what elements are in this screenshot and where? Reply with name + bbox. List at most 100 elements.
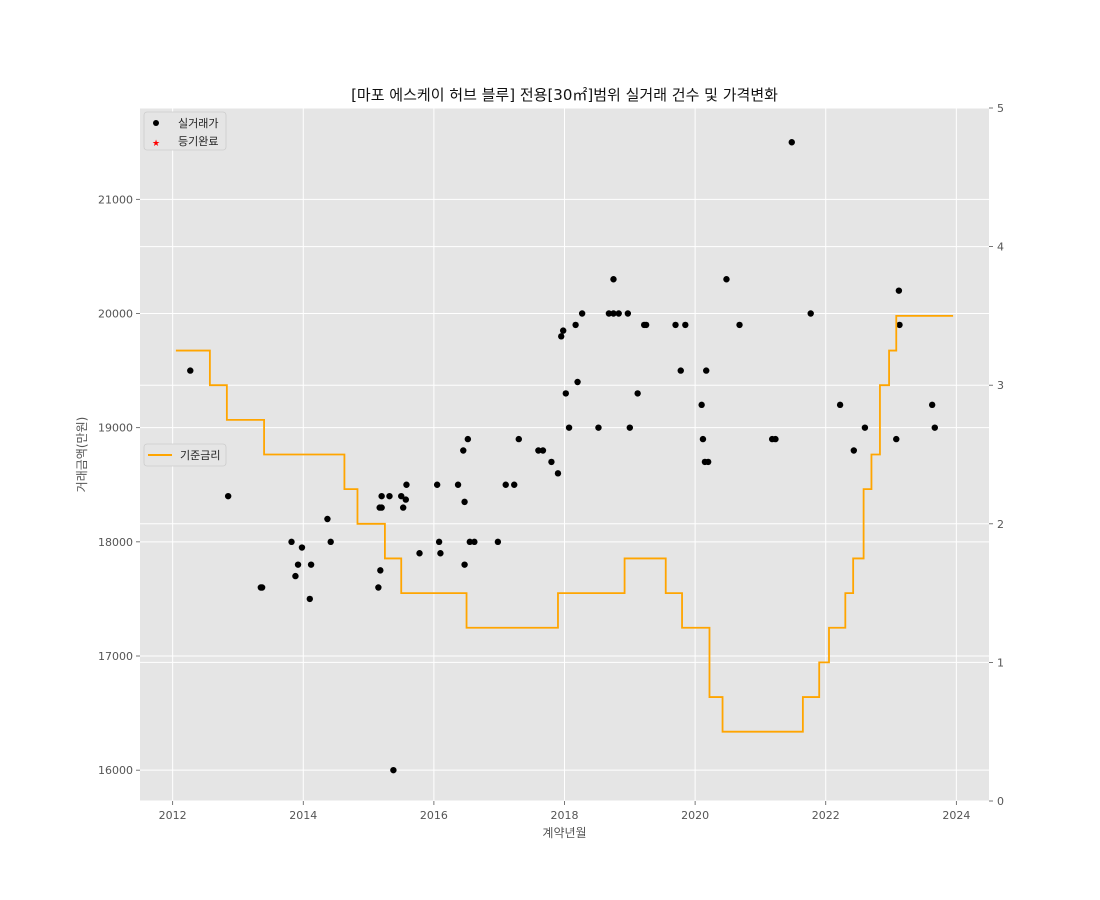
deal-price-point <box>416 550 423 557</box>
y2-tick-label: 0 <box>997 795 1004 808</box>
base-rate-step-line <box>175 315 954 733</box>
deal-price-point <box>461 498 468 506</box>
deal-price-point <box>535 447 542 454</box>
deal-price-point <box>377 567 384 574</box>
y-tick-label: 18000 <box>98 536 133 549</box>
deal-price-point <box>307 561 315 568</box>
deal-price-point <box>578 310 586 317</box>
x-tick-label: 2020 <box>681 809 709 822</box>
deal-price-point <box>807 310 814 317</box>
deal-price-point <box>610 276 617 283</box>
deal-price-point <box>624 310 632 317</box>
y-tick-label: 20000 <box>98 308 133 321</box>
legend-rate-frame <box>143 443 227 467</box>
deal-price-point <box>386 492 393 500</box>
deal-price-point <box>435 538 443 546</box>
deal-price-point <box>605 310 613 317</box>
deal-price-point <box>390 766 397 774</box>
y2-tick-label: 2 <box>997 518 1004 531</box>
deal-price-point <box>788 139 795 146</box>
deal-price-point <box>893 435 900 443</box>
deal-price-point <box>931 424 938 431</box>
x-tick-label: 2016 <box>420 809 448 822</box>
deal-price-point <box>615 310 622 317</box>
y2-tick-label: 3 <box>997 379 1004 392</box>
legend-star-marker: ★ <box>152 139 160 149</box>
deal-price-point <box>554 470 562 477</box>
deal-price-point <box>399 504 407 511</box>
deal-price-point <box>572 321 579 329</box>
deal-price-point <box>294 561 302 568</box>
x-tick-label: 2012 <box>159 809 187 822</box>
deal-price-point <box>634 390 641 397</box>
legend-circle-marker <box>153 120 159 126</box>
deal-price-point <box>896 321 903 329</box>
deal-price-point <box>288 538 295 546</box>
x-tick-label: 2014 <box>289 809 317 822</box>
y-tick-label: 19000 <box>98 422 133 435</box>
deal-price-point <box>559 327 567 334</box>
deal-price-point <box>258 584 266 591</box>
y-axis-label: 거래금액(만원) <box>75 417 89 493</box>
deal-price-point <box>403 481 410 488</box>
legend-rate: 기준금리 <box>143 443 227 467</box>
deal-price-point <box>298 544 306 551</box>
deal-price-point <box>548 458 555 466</box>
legend-label-registered: 등기완료 <box>178 135 218 148</box>
deal-price-point <box>895 287 903 294</box>
legend-label-base-rate: 기준금리 <box>180 449 220 462</box>
deal-price-point <box>574 378 581 386</box>
deal-price-point <box>565 424 573 431</box>
deal-price-point <box>502 481 509 488</box>
deal-price-point <box>511 481 518 488</box>
deal-price-point <box>698 401 705 409</box>
deal-price-point <box>677 367 684 374</box>
deal-price-point <box>324 515 331 523</box>
legend-label-deal-price: 실거래가 <box>178 117 218 130</box>
x-tick-label: 2018 <box>551 809 579 822</box>
deal-price-point <box>558 333 565 340</box>
grid <box>140 107 989 802</box>
deal-price-point <box>375 584 382 591</box>
deal-price-point <box>703 367 710 374</box>
deal-price-point <box>595 424 602 431</box>
deal-price-point <box>327 538 334 546</box>
deal-price-point <box>460 447 467 454</box>
deal-price-point <box>224 492 232 500</box>
x-axis-label: 계약년월 <box>542 825 586 840</box>
marks <box>175 139 954 774</box>
tick-labels: 2012 2014 2016 2018 2020 2022 2024160001700018… <box>98 102 1004 822</box>
deal-price-point <box>626 424 634 431</box>
deal-price-point <box>861 424 869 431</box>
x-tick-label: 2024 <box>942 809 970 822</box>
y-tick-label: 21000 <box>98 193 133 206</box>
deal-price-point <box>850 447 858 454</box>
deal-price-point <box>515 435 522 443</box>
deal-price-point <box>736 321 743 329</box>
deal-price-point <box>454 481 462 488</box>
x-tick-label: 2022 <box>812 809 840 822</box>
deal-price-point <box>466 538 474 546</box>
deal-price-point <box>398 492 405 500</box>
legend-main-frame <box>143 111 227 151</box>
deal-price-point <box>471 538 478 546</box>
deal-price-point <box>402 496 410 503</box>
deal-price-point <box>433 481 441 488</box>
deal-price-point <box>494 538 502 546</box>
deal-price-point <box>699 435 707 443</box>
deal-price-point <box>682 321 689 329</box>
y2-tick-label: 1 <box>997 656 1004 669</box>
deal-price-point <box>704 458 712 466</box>
y-tick-label: 16000 <box>98 764 133 777</box>
deal-price-point <box>539 447 547 454</box>
deal-price-point <box>772 435 779 443</box>
deal-price-point <box>306 595 313 603</box>
deal-price-point <box>461 561 468 568</box>
deal-price-point <box>610 310 617 317</box>
y2-tick-label: 4 <box>997 241 1004 254</box>
chart-title: [마포 에스케이 허브 블루] 전용[30㎡]범위 실거래 건수 및 가격변화 <box>351 86 778 104</box>
deal-price-point <box>562 390 570 397</box>
deal-price-point <box>187 367 194 374</box>
deal-price-point <box>928 401 936 409</box>
